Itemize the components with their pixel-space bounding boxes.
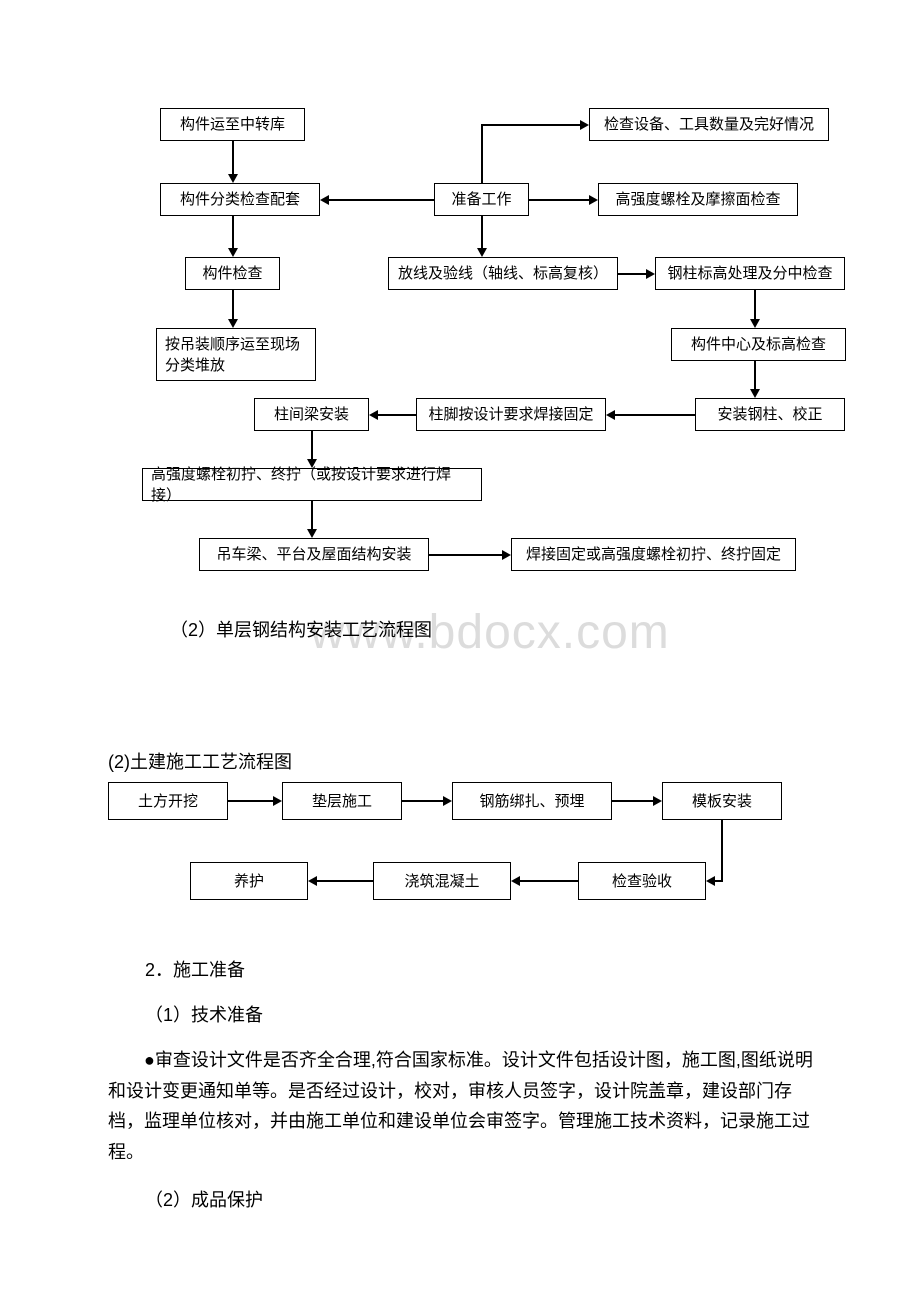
fc1-arrowhead (646, 269, 655, 279)
fc1-edge (311, 501, 313, 529)
fc1-edge (311, 431, 313, 459)
fc1-caption: （2）单层钢结构安装工艺流程图 (170, 615, 432, 646)
fc1-edge (754, 361, 756, 389)
fc1-edge (481, 124, 483, 183)
fc2-edge (317, 880, 373, 882)
section-2-2: （2）成品保护 (145, 1185, 263, 1216)
fc2-heading: (2)土建施工工艺流程图 (108, 747, 292, 778)
fc2-edge (520, 880, 578, 882)
fc2-arrowhead (511, 876, 520, 886)
fc2-edge (715, 880, 723, 882)
fc1-edge (529, 199, 589, 201)
fc2-arrowhead (273, 796, 282, 806)
fc2-node-b3: 钢筋绑扎、预埋 (452, 782, 612, 820)
fc1-node-n15: 吊车梁、平台及屋面结构安装 (199, 538, 429, 571)
fc2-node-b2: 垫层施工 (282, 782, 402, 820)
fc1-arrowhead (502, 550, 511, 560)
fc1-arrowhead (228, 174, 238, 183)
fc1-arrowhead (320, 195, 329, 205)
fc1-node-n14: 高强度螺栓初拧、终拧（或按设计要求进行焊接） (142, 468, 482, 501)
fc1-edge (754, 290, 756, 319)
fc1-edge (429, 554, 502, 556)
fc1-arrowhead (750, 389, 760, 398)
fc1-node-n13: 柱间梁安装 (254, 398, 369, 431)
fc1-arrowhead (606, 410, 615, 420)
fc1-edge (329, 199, 434, 201)
fc1-node-n6: 检查设备、工具数量及完好情况 (589, 108, 829, 141)
fc2-arrowhead (706, 876, 715, 886)
fc2-node-b6: 浇筑混凝土 (373, 862, 511, 900)
fc2-arrowhead (653, 796, 662, 806)
fc1-node-n11: 安装钢柱、校正 (695, 398, 845, 431)
fc2-edge (721, 820, 723, 880)
fc1-node-n9: 钢柱标高处理及分中检查 (655, 257, 845, 290)
fc2-node-b7: 养护 (190, 862, 308, 900)
fc1-edge (481, 216, 483, 248)
fc1-node-n4: 按吊装顺序运至现场分类堆放 (156, 328, 316, 381)
fc1-edge (232, 141, 234, 174)
fc2-arrowhead (308, 876, 317, 886)
fc1-edge (618, 273, 646, 275)
fc1-node-n7: 高强度螺栓及摩擦面检查 (598, 183, 798, 216)
fc2-node-b4: 模板安装 (662, 782, 782, 820)
fc1-node-n5: 准备工作 (434, 183, 529, 216)
fc2-edge (402, 800, 443, 802)
fc1-node-n1: 构件运至中转库 (160, 108, 305, 141)
fc1-edge (378, 414, 416, 416)
fc1-node-n16: 焊接固定或高强度螺栓初拧、终拧固定 (511, 538, 796, 571)
paragraph-1: ●审查设计文件是否齐全合理,符合国家标准。设计文件包括设计图，施工图,图纸说明和… (108, 1045, 813, 1167)
section-2: 2．施工准备 (145, 955, 245, 986)
fc1-arrowhead (228, 248, 238, 257)
fc2-arrowhead (443, 796, 452, 806)
fc1-node-n8: 放线及验线（轴线、标高复核） (388, 257, 618, 290)
fc1-arrowhead (307, 529, 317, 538)
fc1-edge (615, 414, 695, 416)
fc1-edge (232, 290, 234, 319)
fc2-edge (612, 800, 653, 802)
fc1-node-n10: 构件中心及标高检查 (671, 328, 846, 361)
fc1-node-n12: 柱脚按设计要求焊接固定 (416, 398, 606, 431)
fc1-arrowhead (580, 120, 589, 130)
fc1-arrowhead (477, 248, 487, 257)
fc2-node-b5: 检查验收 (578, 862, 706, 900)
fc2-edge (228, 800, 273, 802)
fc1-arrowhead (228, 319, 238, 328)
fc1-arrowhead (369, 410, 378, 420)
fc1-arrowhead (750, 319, 760, 328)
fc1-arrowhead (307, 459, 317, 468)
fc1-edge (232, 216, 234, 248)
fc1-arrowhead (589, 195, 598, 205)
fc1-edge (481, 124, 580, 126)
section-2-1: （1）技术准备 (145, 1000, 263, 1031)
fc1-node-n2: 构件分类检查配套 (160, 183, 320, 216)
fc1-node-n3: 构件检查 (185, 257, 280, 290)
fc2-node-b1: 土方开挖 (108, 782, 228, 820)
